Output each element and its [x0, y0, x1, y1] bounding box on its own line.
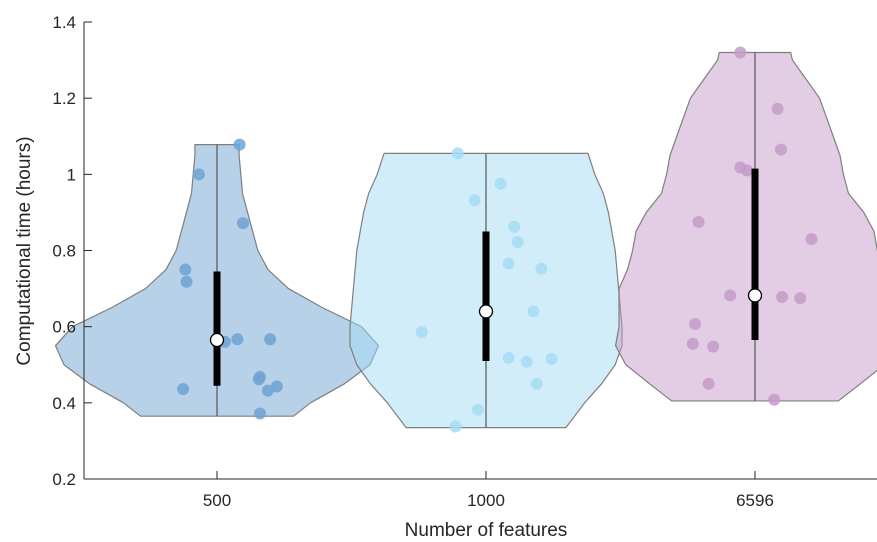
- data-point-1000-13: [472, 403, 485, 416]
- data-point-6596-13: [702, 377, 715, 390]
- data-point-1000-1: [494, 177, 507, 190]
- data-point-6596-5: [692, 215, 705, 228]
- data-point-500-11: [270, 380, 283, 393]
- data-point-500-1: [192, 168, 205, 181]
- data-point-6596-2: [774, 143, 787, 156]
- data-point-1000-11: [520, 355, 533, 368]
- data-point-6596-8: [776, 290, 789, 303]
- data-point-6596-4: [741, 164, 754, 177]
- y-tick-label-6: 1.4: [52, 13, 76, 32]
- data-point-1000-10: [502, 351, 515, 364]
- data-point-500-7: [264, 333, 277, 346]
- median-marker-6596: [747, 288, 763, 303]
- data-point-1000-8: [527, 305, 540, 318]
- data-point-6596-1: [771, 102, 784, 115]
- data-point-1000-4: [511, 236, 524, 249]
- data-point-500-5: [231, 333, 244, 346]
- data-point-1000-0: [451, 147, 464, 160]
- data-point-6596-11: [689, 318, 702, 331]
- violin-group-6596: [615, 46, 877, 406]
- x-tick-label-1: 1000: [467, 491, 505, 510]
- data-point-500-13: [177, 383, 190, 396]
- data-point-1000-9: [545, 353, 558, 366]
- data-point-1000-7: [415, 325, 428, 338]
- median-marker-500: [209, 332, 225, 348]
- data-point-1000-6: [535, 262, 548, 275]
- violin-group-500: [54, 138, 380, 420]
- data-point-6596-6: [805, 233, 818, 246]
- axes-layer: 0.2 0.4 0.6 0.8 1 1.2 1.4 500 1000 6596: [52, 13, 877, 510]
- data-point-500-10: [252, 373, 265, 386]
- data-point-1000-5: [502, 257, 515, 270]
- x-tick-label-0: 500: [203, 491, 231, 510]
- data-point-1000-14: [449, 420, 462, 433]
- y-tick-label-2: 0.6: [52, 318, 76, 337]
- data-point-6596-7: [724, 289, 737, 302]
- data-point-6596-9: [794, 292, 807, 305]
- data-point-1000-3: [508, 220, 521, 233]
- data-point-500-3: [179, 263, 192, 276]
- data-point-500-12: [261, 384, 274, 397]
- data-point-500-14: [253, 407, 266, 420]
- data-point-500-0: [233, 138, 246, 151]
- median-marker-1000: [478, 304, 494, 319]
- y-tick-label-5: 1.2: [52, 89, 76, 108]
- y-axis-title: Computational time (hours): [14, 136, 35, 365]
- data-point-500-2: [236, 217, 249, 230]
- data-point-6596-14: [768, 393, 781, 406]
- violin-body-6596: [615, 51, 877, 402]
- data-point-6596-12: [686, 337, 699, 350]
- data-point-1000-12: [530, 377, 543, 390]
- y-tick-label-1: 0.4: [52, 394, 76, 413]
- y-tick-label-0: 0.2: [52, 470, 76, 489]
- violin-group-1000: [349, 147, 623, 433]
- x-axis-title: Number of features: [405, 520, 568, 541]
- data-point-6596-10: [707, 340, 720, 353]
- x-tick-label-2: 6596: [736, 491, 774, 510]
- y-tick-label-3: 0.8: [52, 242, 76, 261]
- data-point-1000-2: [468, 194, 481, 207]
- data-point-500-4: [180, 275, 193, 288]
- data-point-6596-0: [734, 46, 747, 59]
- y-tick-label-4: 1: [67, 165, 76, 184]
- violins-layer: [54, 46, 877, 433]
